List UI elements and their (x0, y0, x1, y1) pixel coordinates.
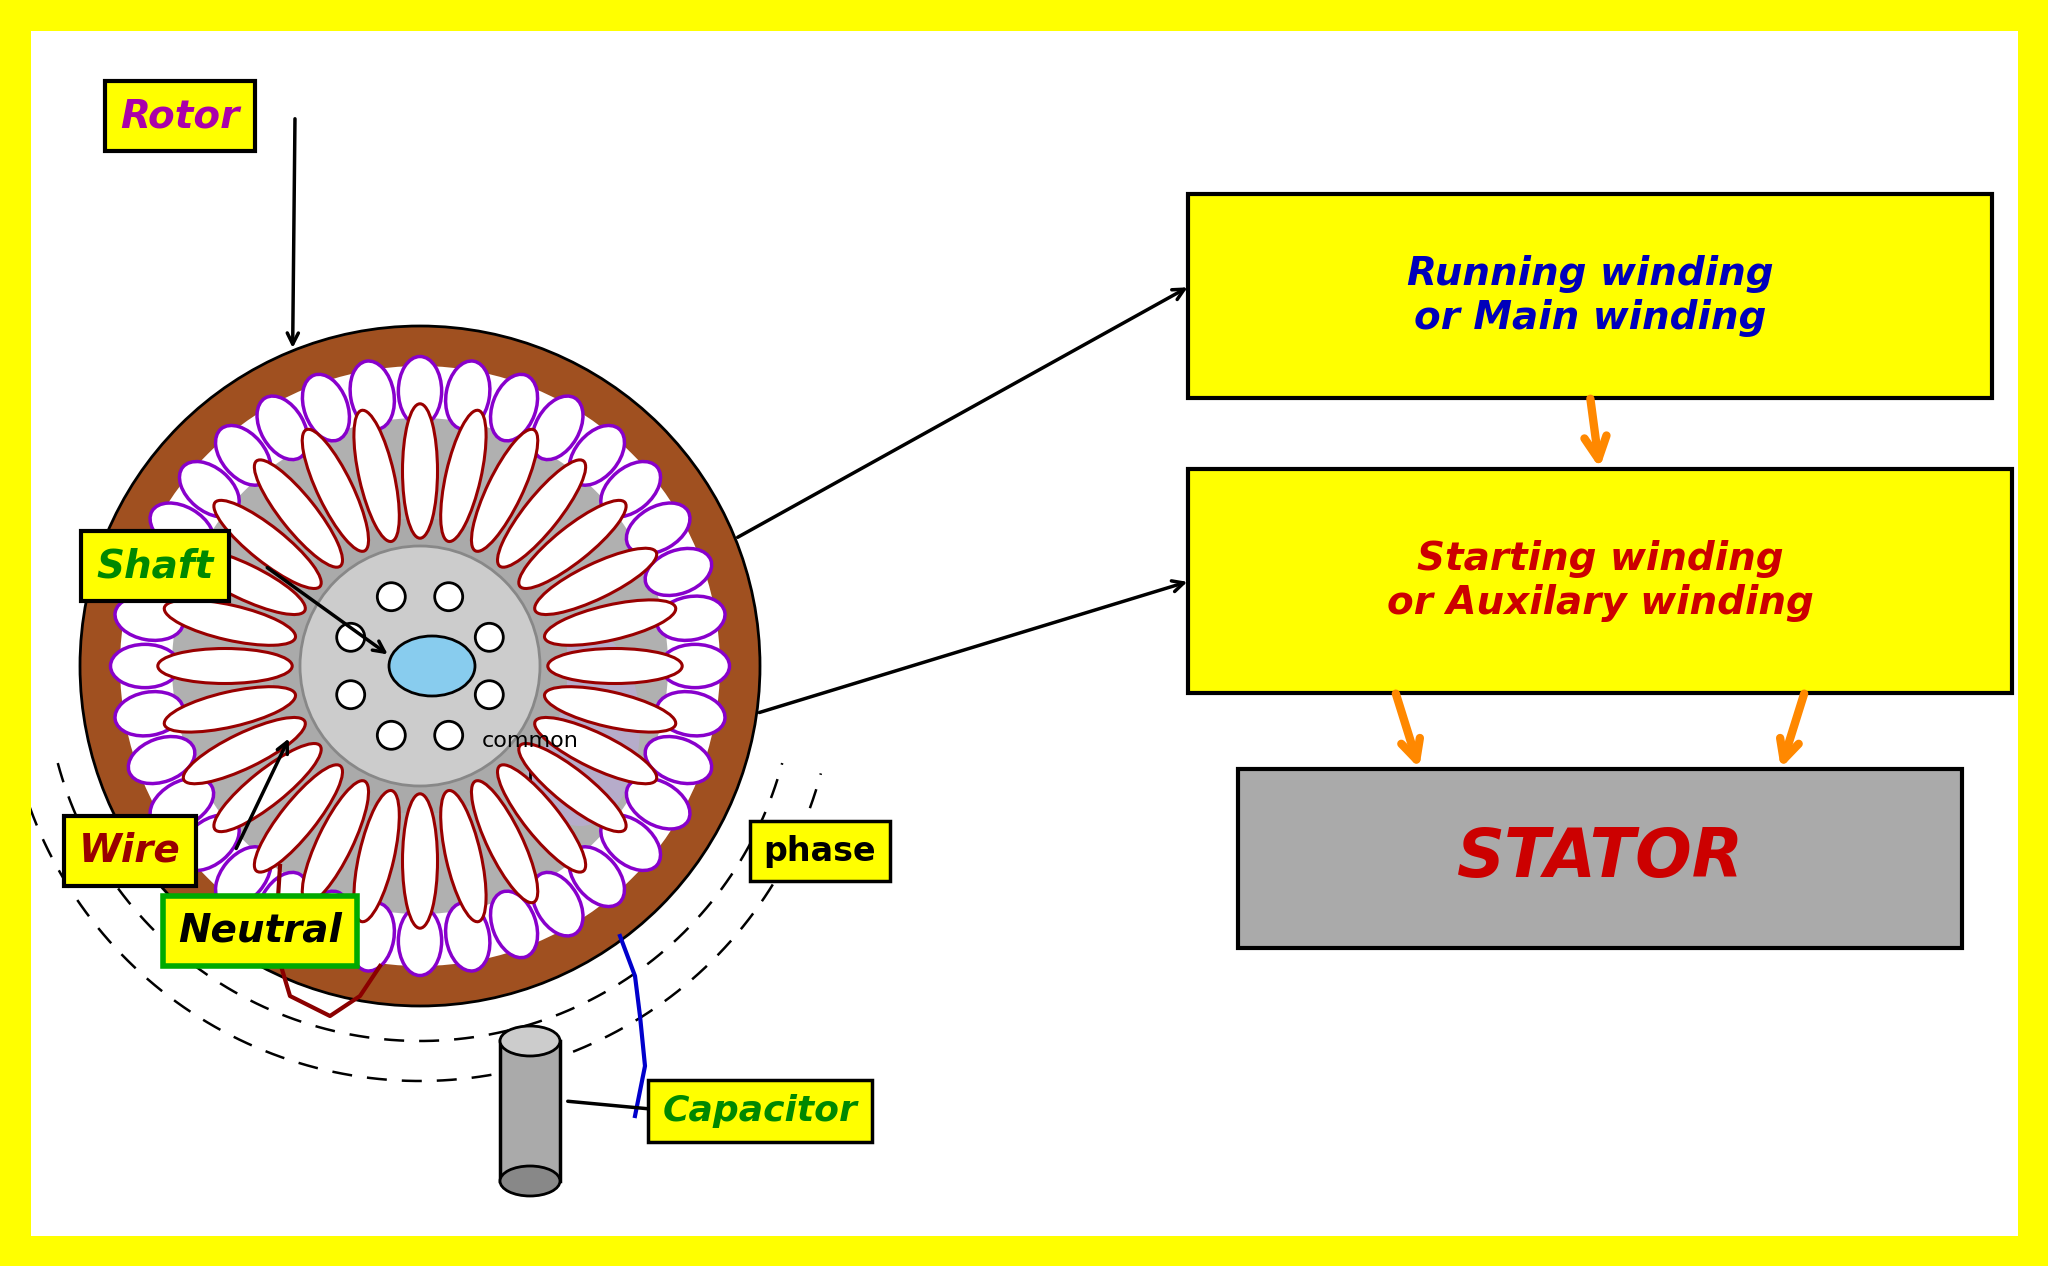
Ellipse shape (180, 462, 240, 517)
Ellipse shape (403, 404, 438, 538)
FancyBboxPatch shape (1188, 194, 1993, 398)
Circle shape (475, 681, 504, 709)
Ellipse shape (180, 815, 240, 871)
Ellipse shape (303, 781, 369, 903)
Ellipse shape (111, 644, 180, 687)
Ellipse shape (446, 361, 489, 429)
Circle shape (80, 327, 760, 1006)
Ellipse shape (535, 718, 657, 784)
Ellipse shape (492, 375, 537, 441)
Ellipse shape (545, 600, 676, 646)
Ellipse shape (213, 743, 322, 832)
Ellipse shape (471, 429, 539, 551)
Ellipse shape (150, 503, 213, 555)
Ellipse shape (254, 765, 342, 872)
Ellipse shape (532, 396, 584, 460)
Circle shape (121, 366, 721, 966)
Ellipse shape (164, 600, 295, 646)
Ellipse shape (532, 872, 584, 936)
Ellipse shape (600, 462, 662, 517)
Ellipse shape (518, 500, 627, 589)
Ellipse shape (354, 790, 399, 922)
Ellipse shape (471, 781, 539, 903)
Ellipse shape (115, 691, 184, 736)
Ellipse shape (258, 872, 307, 936)
Ellipse shape (399, 906, 442, 976)
Ellipse shape (158, 648, 293, 684)
Circle shape (336, 623, 365, 651)
Text: common: common (481, 730, 578, 751)
Text: Wire: Wire (80, 832, 180, 870)
Circle shape (434, 722, 463, 749)
Ellipse shape (645, 737, 711, 784)
Ellipse shape (500, 1025, 559, 1056)
Ellipse shape (182, 548, 305, 614)
Ellipse shape (213, 500, 322, 589)
Bar (500, 1041, 559, 1181)
Text: phase: phase (764, 834, 877, 867)
Ellipse shape (129, 548, 195, 595)
Circle shape (377, 582, 406, 610)
Ellipse shape (492, 891, 537, 957)
Ellipse shape (498, 460, 586, 567)
Ellipse shape (258, 396, 307, 460)
Ellipse shape (545, 686, 676, 732)
Ellipse shape (399, 357, 442, 425)
Text: Neutral: Neutral (178, 912, 342, 950)
Ellipse shape (440, 790, 485, 922)
Ellipse shape (569, 847, 625, 906)
Ellipse shape (150, 779, 213, 829)
Text: Starting winding
or Auxilary winding: Starting winding or Auxilary winding (1386, 541, 1812, 622)
Ellipse shape (389, 636, 475, 696)
Ellipse shape (535, 548, 657, 614)
Ellipse shape (662, 644, 729, 687)
Circle shape (336, 681, 365, 709)
Ellipse shape (303, 891, 350, 957)
Ellipse shape (403, 794, 438, 928)
Circle shape (272, 518, 567, 814)
Ellipse shape (354, 410, 399, 542)
Ellipse shape (350, 903, 395, 971)
Text: Shaft: Shaft (96, 547, 213, 585)
FancyBboxPatch shape (1188, 468, 2011, 693)
Ellipse shape (115, 596, 184, 641)
Circle shape (434, 582, 463, 610)
Ellipse shape (350, 361, 395, 429)
Ellipse shape (657, 691, 725, 736)
Ellipse shape (627, 779, 690, 829)
Ellipse shape (547, 648, 682, 684)
Ellipse shape (440, 410, 485, 542)
Ellipse shape (254, 460, 342, 567)
Text: Running winding
or Main winding: Running winding or Main winding (1407, 254, 1774, 337)
Text: Rotor: Rotor (121, 97, 240, 135)
Text: Capacitor: Capacitor (664, 1094, 858, 1128)
Ellipse shape (520, 625, 639, 825)
Ellipse shape (627, 503, 690, 555)
FancyBboxPatch shape (1237, 768, 1962, 948)
Circle shape (377, 722, 406, 749)
Ellipse shape (657, 596, 725, 641)
Ellipse shape (569, 425, 625, 485)
Ellipse shape (446, 903, 489, 971)
Ellipse shape (215, 847, 270, 906)
Ellipse shape (303, 375, 350, 441)
Circle shape (172, 418, 668, 914)
Ellipse shape (600, 815, 662, 871)
Text: STATOR: STATOR (1456, 825, 1743, 891)
Ellipse shape (303, 429, 369, 551)
Ellipse shape (215, 425, 270, 485)
Circle shape (475, 623, 504, 651)
Ellipse shape (500, 1166, 559, 1196)
Ellipse shape (164, 686, 295, 732)
Ellipse shape (518, 743, 627, 832)
Ellipse shape (129, 737, 195, 784)
Ellipse shape (498, 765, 586, 872)
Ellipse shape (182, 718, 305, 784)
Ellipse shape (645, 548, 711, 595)
Circle shape (299, 546, 541, 786)
